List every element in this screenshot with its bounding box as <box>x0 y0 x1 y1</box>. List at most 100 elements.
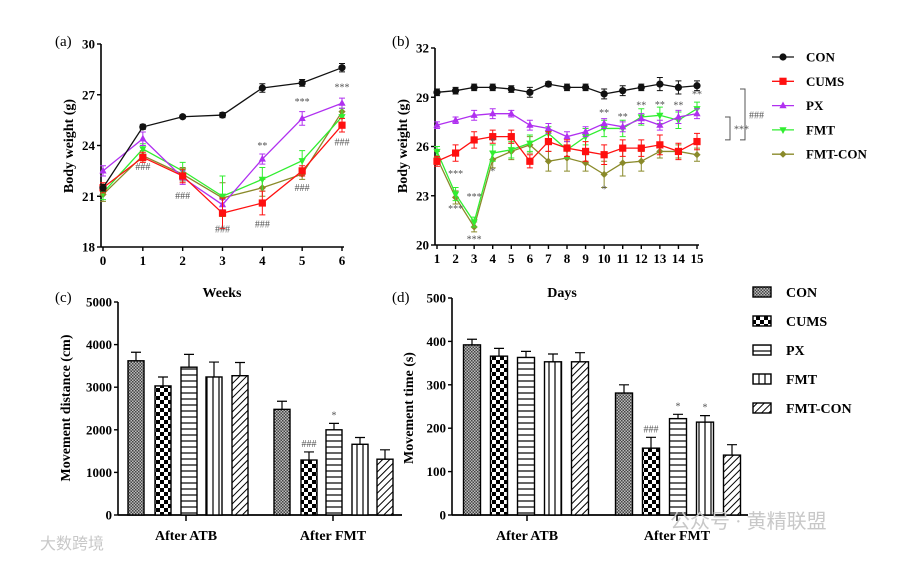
data-point <box>656 121 664 128</box>
error-bar <box>355 436 365 445</box>
data-point <box>139 153 147 161</box>
y-tick-label: 4000 <box>86 337 112 352</box>
data-point <box>258 154 266 162</box>
data-point <box>656 112 664 120</box>
data-point <box>581 147 590 156</box>
legend: CON CUMS PX FMT FMT-CON <box>772 50 868 162</box>
significance-label: * <box>490 137 495 148</box>
significance-label: *** <box>467 235 482 246</box>
data-point <box>338 99 346 106</box>
panel-label: (b) <box>392 34 410 50</box>
error-bar <box>329 422 339 430</box>
legend-label: CUMS <box>786 315 827 330</box>
data-point <box>99 190 107 197</box>
bar-fmt-con <box>231 374 249 516</box>
data-point <box>563 83 571 91</box>
significance-label: * <box>332 410 337 421</box>
data-point <box>693 82 701 90</box>
data-point <box>600 151 608 159</box>
data-point <box>218 111 227 119</box>
bar-con <box>614 392 634 516</box>
error-bar <box>235 361 245 376</box>
legend-label: FMT-CON <box>786 402 852 417</box>
x-tick-label: 5 <box>508 251 515 266</box>
significance-label: *** <box>335 83 350 94</box>
data-point <box>298 114 306 122</box>
data-point <box>507 109 515 117</box>
significance-label: ** <box>673 101 683 112</box>
data-point <box>489 83 497 91</box>
significance-label: ** <box>618 112 628 123</box>
bar-con <box>127 360 145 516</box>
error-bar <box>158 376 168 386</box>
significance-label: * <box>602 184 607 195</box>
legend-marker <box>779 150 787 158</box>
bar-fmt <box>205 376 223 516</box>
bar-fmt <box>695 421 715 516</box>
bar-cums <box>641 447 661 516</box>
y-tick-label: 300 <box>427 377 447 392</box>
legend-swatch <box>752 373 772 385</box>
x-tick-label: 10 <box>598 251 611 266</box>
bar-fmt-con <box>722 454 742 516</box>
data-point <box>637 157 645 165</box>
x-tick-label: 15 <box>691 251 705 266</box>
data-point <box>544 157 553 165</box>
data-point <box>544 137 553 146</box>
data-point <box>433 121 441 128</box>
significance-label: * <box>703 403 708 414</box>
significance-label: *** <box>448 169 463 180</box>
x-tick-label: 12 <box>635 251 648 266</box>
y-axis-title: Body weight (g) <box>396 99 411 193</box>
data-point <box>298 79 306 87</box>
significance-label: ### <box>215 225 230 236</box>
data-point <box>179 172 187 180</box>
data-point <box>139 146 147 153</box>
significance-label: ### <box>335 138 350 149</box>
significance-label: *** <box>295 97 310 108</box>
y-tick-label: 24 <box>82 138 96 153</box>
data-point <box>258 176 266 184</box>
data-point <box>674 83 683 91</box>
data-point <box>619 87 627 95</box>
error-bar <box>131 351 141 361</box>
data-point <box>99 184 107 192</box>
error-bar <box>209 361 219 377</box>
series-cums <box>433 129 701 169</box>
y-tick-label: 18 <box>82 240 96 255</box>
legend-label: CON <box>806 50 836 65</box>
y-axis-title: Movement distance (cm) <box>59 334 74 481</box>
data-point <box>693 109 701 117</box>
data-point <box>656 80 664 88</box>
error-bar <box>619 384 629 394</box>
panel-label: (a) <box>55 34 72 50</box>
data-point <box>619 122 627 130</box>
x-axis-title: Days <box>547 286 577 301</box>
y-axis-title: Body weight (g) <box>62 99 77 193</box>
y-tick-label: 500 <box>427 291 447 306</box>
legend-label: CUMS <box>806 74 844 89</box>
y-tick-label: 26 <box>416 139 430 154</box>
significance-label: ### <box>255 220 270 231</box>
legend-marker <box>779 101 787 109</box>
data-point <box>451 87 460 95</box>
data-point <box>218 193 227 201</box>
x-tick-label: After ATB <box>155 529 217 544</box>
x-tick-label: 9 <box>582 251 589 266</box>
data-point <box>258 199 266 207</box>
x-tick-label: 7 <box>545 251 552 266</box>
data-point <box>470 83 478 91</box>
y-tick-label: 30 <box>82 37 95 52</box>
data-point <box>338 114 346 121</box>
data-point <box>600 119 608 127</box>
legend-swatch <box>752 402 772 414</box>
error-bar <box>700 415 710 423</box>
panel-label: (d) <box>392 290 410 306</box>
data-point <box>526 140 534 148</box>
data-point <box>338 64 346 72</box>
significance-label: ** <box>655 100 665 111</box>
x-tick-label: 11 <box>617 251 629 266</box>
legend-label: FMT-CON <box>806 147 868 162</box>
data-point <box>139 134 147 142</box>
panel-label: (c) <box>55 290 72 306</box>
